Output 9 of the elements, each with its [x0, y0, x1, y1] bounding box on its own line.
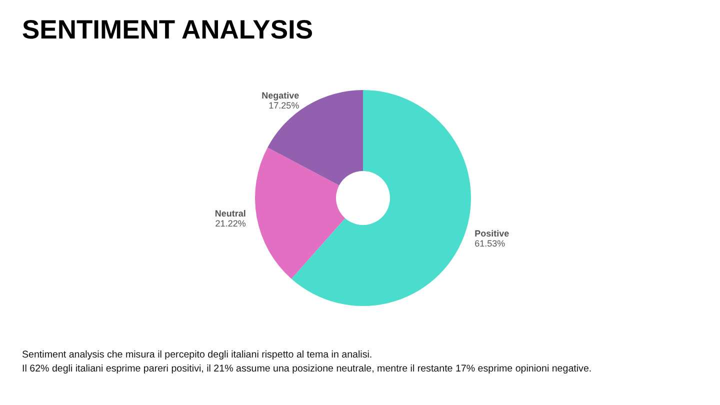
slice-label: Neutral [214, 208, 246, 218]
data-label: 61.53% [474, 238, 506, 248]
slice-label: Positive [474, 228, 510, 238]
data-label: 21.22% [215, 218, 246, 228]
chart-title: SENTIMENT ANALYSIS [22, 14, 314, 44]
data-label: 17.25% [268, 100, 300, 110]
slice-label: Negative [262, 90, 300, 100]
text: Sentiment analysis che misura il percepito degli italiani rispetto al tema in analisi. [22, 350, 372, 360]
text: Il 62% degli italiani esprime pareri positivi, il 21% assume una posizione neutrale, mentre il restante 17% esprime opinioni negative. [22, 364, 592, 374]
